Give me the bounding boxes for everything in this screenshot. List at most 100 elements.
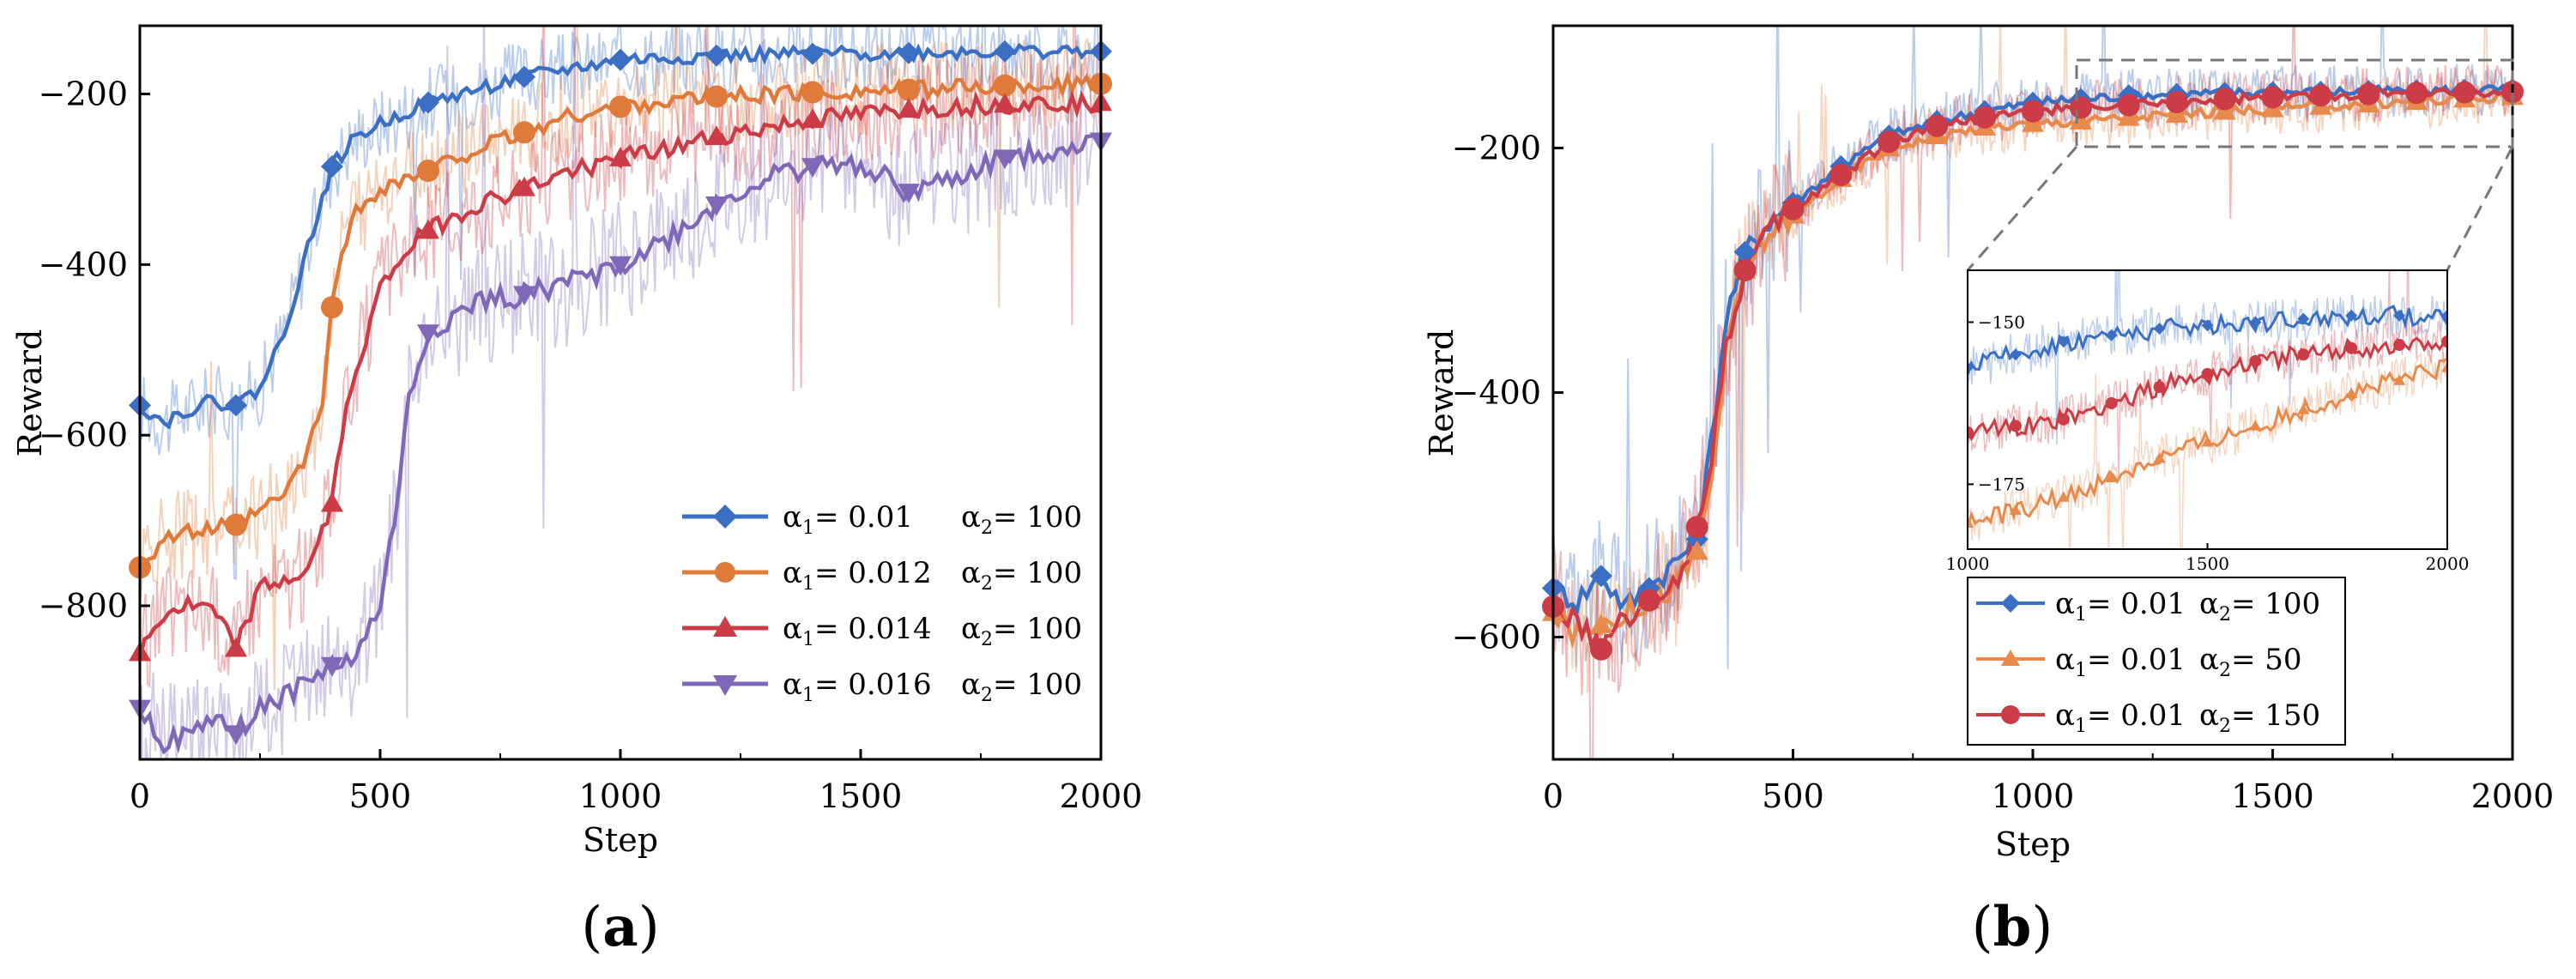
- b-marker-3-3: [1637, 589, 1660, 612]
- inset-marker-3-1: [1968, 426, 1974, 438]
- svg-text:α2= 100: α2= 100: [961, 500, 1082, 539]
- b-marker-3-18: [2357, 82, 2380, 106]
- a-legend-entry-3: α1= 0.014 α2= 100: [682, 612, 1082, 650]
- a-marker-3-4: [417, 219, 439, 239]
- b-x-axis-title: Step: [1995, 825, 2071, 863]
- b-marker-3-12: [2069, 96, 2092, 119]
- b-marker-3-14: [2165, 91, 2188, 114]
- b-marker-3-5: [1733, 259, 1757, 281]
- b-legend: α1= 0.01 α2= 100 α1= 0.01 α2= 50 α1= 0.01 α…: [1967, 577, 2346, 746]
- a-legend-entry-4: α1= 0.016 α2= 100: [682, 668, 1082, 706]
- a-marker-4-10: [994, 149, 1016, 170]
- b-series-markers: [1542, 78, 2524, 661]
- inset-noise-3: [1968, 270, 2447, 478]
- b-marker-3-9: [1926, 114, 1949, 137]
- b-xtick-label-4: 1500: [2231, 777, 2314, 815]
- inset-marker-3-8: [2297, 348, 2310, 361]
- a-marker-4-2: [225, 725, 247, 746]
- a-marker-4-9: [898, 184, 920, 203]
- a-marker-2-9: [898, 78, 920, 101]
- b-legend-frame: [1967, 577, 2346, 746]
- panel-a: 0 500 1000 1500 2000 −200 −400 −600 −800 Step Re…: [11, 24, 1143, 959]
- a-marker-4-3: [321, 656, 343, 677]
- a-marker-4-4: [417, 324, 439, 344]
- a-marker-3-8: [801, 108, 824, 129]
- svg-text:α2= 100: α2= 100: [961, 556, 1082, 595]
- svg-text:α1= 0.014: α1= 0.014: [783, 612, 932, 650]
- a-marker-4-5: [513, 286, 535, 306]
- inset-marker-3-10: [2393, 338, 2406, 351]
- a-xtick-label-5: 2000: [1060, 777, 1143, 815]
- inset-marker-2-1: [1968, 517, 1974, 529]
- a-ytick-label-4: −800: [39, 587, 128, 625]
- a-marker-2-2: [225, 513, 247, 536]
- a-xtick-label-3: 1000: [579, 777, 662, 815]
- inset-marker-3-7: [2249, 354, 2262, 367]
- b-marker-3-17: [2309, 84, 2332, 107]
- a-marker-2-3: [321, 296, 343, 319]
- inset-marker-1-6: [2201, 319, 2214, 332]
- a-marker-1-9: [898, 41, 920, 64]
- b-legend-entry-2: α1= 0.01 α2= 50: [1976, 643, 2302, 681]
- a-xtick-label-1: 0: [130, 777, 150, 815]
- svg-text:α1= 0.01: α1= 0.01: [783, 500, 913, 539]
- a-marker-3-2: [225, 637, 247, 657]
- a-xtick-label-2: 500: [349, 777, 412, 815]
- b-marker-3-20: [2453, 81, 2476, 104]
- a-panel-label: (a): [581, 895, 659, 959]
- inset-xtick-label-1: 1000: [1946, 553, 1990, 574]
- inset-marker-2-5: [2153, 452, 2166, 463]
- inset-marker-3-5: [2153, 381, 2166, 394]
- b-xtick-label-5: 2000: [2471, 777, 2555, 815]
- a-marker-4-6: [609, 256, 632, 276]
- a-marker-1-5: [513, 65, 535, 88]
- inset-marker-2-3: [2057, 491, 2070, 502]
- a-y-axis-title: Reward: [11, 329, 49, 457]
- a-marker-1-7: [705, 44, 728, 67]
- a-legend: α1= 0.01 α2= 100 α1= 0.012 α2= 100 α1= 0…: [682, 500, 1082, 706]
- b-legend-marker-2: [2001, 650, 2020, 666]
- a-marker-1-4: [417, 91, 439, 114]
- a-marker-3-10: [994, 93, 1016, 113]
- inset-xtick-label-2: 1500: [2186, 553, 2229, 574]
- a-marker-1-8: [801, 42, 824, 65]
- b-marker-1-2: [1589, 565, 1612, 588]
- a-marker-3-6: [609, 147, 632, 166]
- b-legend-entry-1: α1= 0.01 α2= 100: [1976, 587, 2320, 625]
- inset-marker-1-1: [1968, 361, 1974, 374]
- inset-marker-1-9: [2345, 309, 2358, 322]
- b-marker-3-2: [1589, 638, 1612, 661]
- a-x-axis-title: Step: [583, 821, 658, 859]
- a-marker-1-10: [994, 39, 1016, 63]
- b-marker-3-11: [2022, 100, 2044, 123]
- b-ytick-label-2: −400: [1452, 374, 1541, 412]
- a-marker-2-10: [994, 74, 1016, 97]
- a-marker-2-4: [417, 160, 439, 183]
- b-marker-3-6: [1781, 197, 1805, 221]
- inset-marker-1-7: [2249, 316, 2262, 329]
- a-marker-1-3: [321, 155, 343, 178]
- svg-text:α1= 0.016: α1= 0.016: [783, 668, 932, 706]
- a-marker-2-5: [513, 121, 535, 144]
- a-marker-3-3: [321, 492, 343, 512]
- a-marker-3-7: [705, 125, 728, 145]
- b-marker-3-4: [1685, 516, 1708, 539]
- b-legend-marker-3: [2001, 705, 2020, 724]
- inset-marker-2-4: [2105, 471, 2118, 483]
- b-marker-3-7: [1829, 163, 1853, 186]
- a-marker-4-7: [705, 196, 728, 216]
- b-marker-3-19: [2405, 82, 2428, 105]
- inset-marker-3-6: [2201, 367, 2214, 380]
- a-legend-entry-2: α1= 0.012 α2= 100: [682, 556, 1082, 595]
- b-zoom-region-box: [2075, 58, 2514, 148]
- inset-ytick-label-2: −175: [1978, 474, 2025, 494]
- b-marker-1-5: [1733, 240, 1757, 263]
- a-ytick-label-3: −600: [39, 416, 128, 454]
- a-xtick-label-4: 1500: [819, 777, 903, 815]
- inset-marker-1-2: [2009, 348, 2022, 361]
- inset-marker-1-3: [2057, 335, 2070, 348]
- b-marker-3-13: [2117, 94, 2140, 117]
- b-legend-entry-3: α1= 0.01 α2= 150: [1976, 698, 2320, 737]
- a-marker-1-6: [609, 48, 632, 71]
